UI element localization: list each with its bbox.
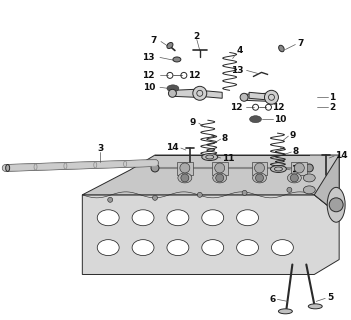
Polygon shape [244, 93, 271, 101]
Circle shape [256, 174, 264, 182]
Ellipse shape [250, 116, 261, 123]
Polygon shape [212, 162, 228, 175]
Ellipse shape [287, 173, 301, 183]
Circle shape [290, 174, 298, 182]
Ellipse shape [213, 173, 227, 183]
Text: 2: 2 [194, 32, 200, 41]
Ellipse shape [132, 240, 154, 256]
Ellipse shape [303, 174, 315, 182]
Circle shape [329, 198, 343, 212]
Text: 13: 13 [231, 66, 244, 75]
Circle shape [108, 197, 113, 202]
Polygon shape [252, 162, 267, 175]
Ellipse shape [167, 210, 189, 226]
Circle shape [193, 86, 207, 100]
Ellipse shape [237, 240, 259, 256]
Polygon shape [172, 89, 200, 97]
Circle shape [216, 174, 224, 182]
Text: 12: 12 [230, 103, 243, 112]
Text: 2: 2 [329, 103, 336, 112]
Ellipse shape [97, 240, 119, 256]
Text: 10: 10 [274, 115, 287, 124]
Circle shape [265, 90, 278, 104]
Circle shape [181, 174, 189, 182]
Polygon shape [291, 162, 307, 175]
Circle shape [242, 190, 247, 195]
Ellipse shape [253, 173, 266, 183]
Text: 8: 8 [222, 133, 228, 143]
Ellipse shape [278, 309, 292, 314]
Ellipse shape [167, 240, 189, 256]
Text: 5: 5 [327, 293, 333, 302]
Ellipse shape [97, 210, 119, 226]
Ellipse shape [173, 57, 181, 62]
Text: 4: 4 [237, 46, 243, 55]
Text: 10: 10 [143, 83, 155, 92]
Text: 8: 8 [292, 147, 299, 156]
Polygon shape [82, 195, 339, 275]
Ellipse shape [178, 173, 192, 183]
Ellipse shape [202, 210, 224, 226]
Circle shape [287, 188, 292, 192]
Ellipse shape [167, 43, 173, 49]
Text: 7: 7 [297, 39, 304, 48]
Circle shape [305, 164, 313, 172]
Text: 12: 12 [143, 71, 155, 80]
Ellipse shape [271, 165, 286, 172]
Circle shape [180, 163, 190, 173]
Circle shape [254, 163, 265, 173]
Text: 1: 1 [329, 93, 336, 102]
Ellipse shape [167, 85, 179, 92]
Text: 11: 11 [222, 154, 234, 163]
Polygon shape [200, 90, 222, 98]
Ellipse shape [271, 240, 293, 256]
Text: 12: 12 [188, 71, 200, 80]
Polygon shape [314, 155, 339, 215]
Ellipse shape [132, 210, 154, 226]
Text: 13: 13 [143, 53, 155, 62]
Circle shape [168, 89, 177, 97]
Text: 7: 7 [151, 36, 157, 45]
Circle shape [151, 164, 159, 172]
Ellipse shape [303, 186, 315, 194]
Polygon shape [249, 92, 271, 100]
Circle shape [240, 93, 248, 101]
Circle shape [197, 192, 202, 197]
Text: 14: 14 [166, 142, 179, 152]
Ellipse shape [308, 304, 322, 309]
Ellipse shape [327, 188, 345, 222]
Text: 12: 12 [272, 103, 285, 112]
Ellipse shape [279, 45, 284, 52]
Text: 3: 3 [97, 144, 103, 153]
Text: 14: 14 [335, 150, 348, 160]
Ellipse shape [202, 240, 224, 256]
Polygon shape [82, 155, 339, 215]
Text: 9: 9 [190, 118, 196, 127]
Ellipse shape [6, 164, 10, 172]
Polygon shape [177, 162, 193, 175]
Text: 11: 11 [291, 165, 304, 174]
Circle shape [294, 163, 304, 173]
Ellipse shape [237, 210, 259, 226]
Text: 9: 9 [289, 131, 296, 140]
Ellipse shape [202, 154, 218, 161]
Text: 6: 6 [269, 295, 276, 304]
Circle shape [152, 195, 158, 200]
Circle shape [215, 163, 225, 173]
